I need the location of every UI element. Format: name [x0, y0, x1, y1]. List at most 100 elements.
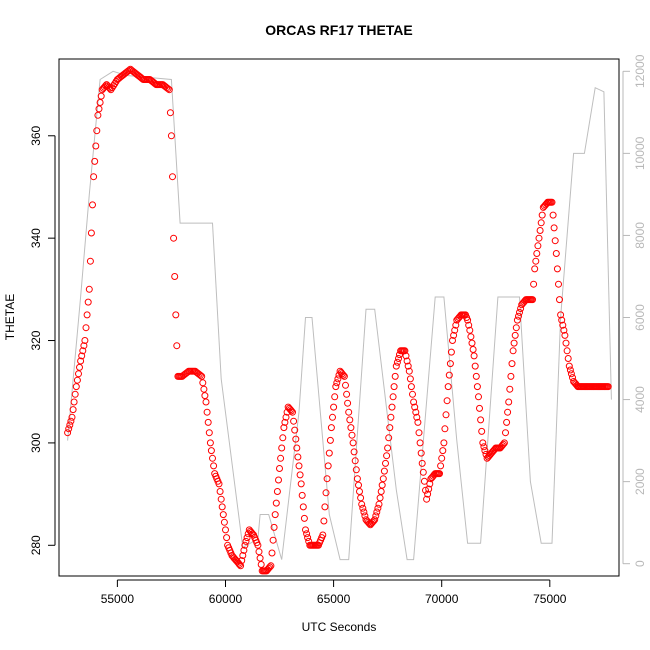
data-point [388, 403, 396, 411]
altitude-line [67, 70, 612, 561]
data-point [304, 534, 312, 542]
data-point [387, 413, 395, 421]
data-point [238, 557, 246, 565]
data-point [508, 360, 516, 368]
y2-tick-label: 0 [633, 560, 647, 567]
data-point [279, 434, 287, 442]
data-point [504, 408, 512, 416]
data-point [322, 489, 330, 497]
data-point [300, 514, 308, 522]
data-point [357, 494, 365, 502]
data-point [342, 381, 349, 389]
data-point [239, 552, 247, 559]
data-point [200, 385, 208, 393]
data-point [166, 109, 174, 117]
data-point [415, 429, 423, 437]
data-point [481, 447, 489, 455]
data-point [557, 311, 565, 319]
data-point [358, 500, 366, 508]
data-point [65, 425, 73, 433]
data-point [442, 411, 450, 419]
data-point [556, 296, 563, 304]
data-point [375, 500, 383, 508]
data-point [476, 404, 483, 412]
data-point [512, 324, 520, 332]
data-point [414, 418, 422, 426]
data-point [563, 347, 571, 355]
data-point [560, 326, 568, 334]
data-point [87, 229, 95, 237]
data-point [450, 331, 458, 339]
data-point [243, 534, 251, 542]
data-point [478, 427, 486, 435]
data-point [499, 440, 507, 448]
data-point [558, 316, 566, 324]
data-point [383, 452, 391, 460]
data-point [553, 265, 561, 273]
data-point [277, 454, 285, 462]
data-point [346, 416, 354, 424]
data-point [534, 242, 542, 250]
data-point [92, 142, 100, 150]
data-point [70, 398, 78, 406]
data-point [530, 280, 538, 288]
data-point [510, 339, 518, 347]
data-point [329, 413, 336, 421]
data-point [75, 370, 82, 378]
data-point [169, 173, 176, 181]
data-point [296, 471, 304, 479]
data-point [84, 298, 92, 306]
data-point [465, 321, 473, 329]
data-point [360, 508, 368, 516]
data-point [416, 439, 424, 447]
data-point [77, 357, 85, 365]
data-point [352, 466, 360, 474]
data-point [506, 385, 514, 393]
data-point [240, 546, 248, 554]
data-point [535, 234, 543, 242]
data-point [302, 526, 309, 534]
data-point [425, 485, 433, 493]
data-point [94, 111, 102, 119]
data-point [380, 467, 388, 475]
data-point [404, 362, 412, 370]
data-point [272, 499, 280, 507]
data-point [538, 211, 546, 219]
data-point [350, 448, 358, 456]
data-point [470, 352, 478, 360]
data-point [561, 331, 569, 339]
data-point [444, 383, 452, 391]
data-point [254, 541, 262, 549]
x-tick-label: 60000 [209, 592, 243, 606]
data-point [376, 494, 384, 502]
y2-tick-label: 4000 [633, 386, 647, 413]
data-point [295, 462, 303, 470]
data-point [83, 311, 91, 319]
data-point [219, 511, 227, 519]
data-point [385, 434, 393, 442]
data-point [345, 408, 353, 416]
data-point [349, 439, 357, 447]
data-point [85, 285, 93, 293]
data-point [241, 541, 249, 549]
data-point [515, 312, 522, 320]
data-point [71, 390, 79, 398]
data-point [446, 360, 454, 368]
data-point [282, 413, 290, 421]
data-point [537, 219, 545, 227]
data-point [80, 342, 88, 350]
data-point [566, 366, 574, 374]
data-point [278, 444, 286, 452]
data-point [294, 453, 302, 461]
data-point [270, 523, 278, 531]
data-point [555, 280, 562, 288]
altitude-series [67, 70, 612, 561]
data-point [386, 424, 394, 432]
data-point [511, 331, 519, 339]
x-tick-label: 55000 [101, 592, 135, 606]
data-point [73, 376, 81, 384]
data-point [266, 563, 274, 571]
data-point [348, 431, 356, 439]
data-point [410, 398, 418, 406]
data-point [334, 375, 342, 383]
